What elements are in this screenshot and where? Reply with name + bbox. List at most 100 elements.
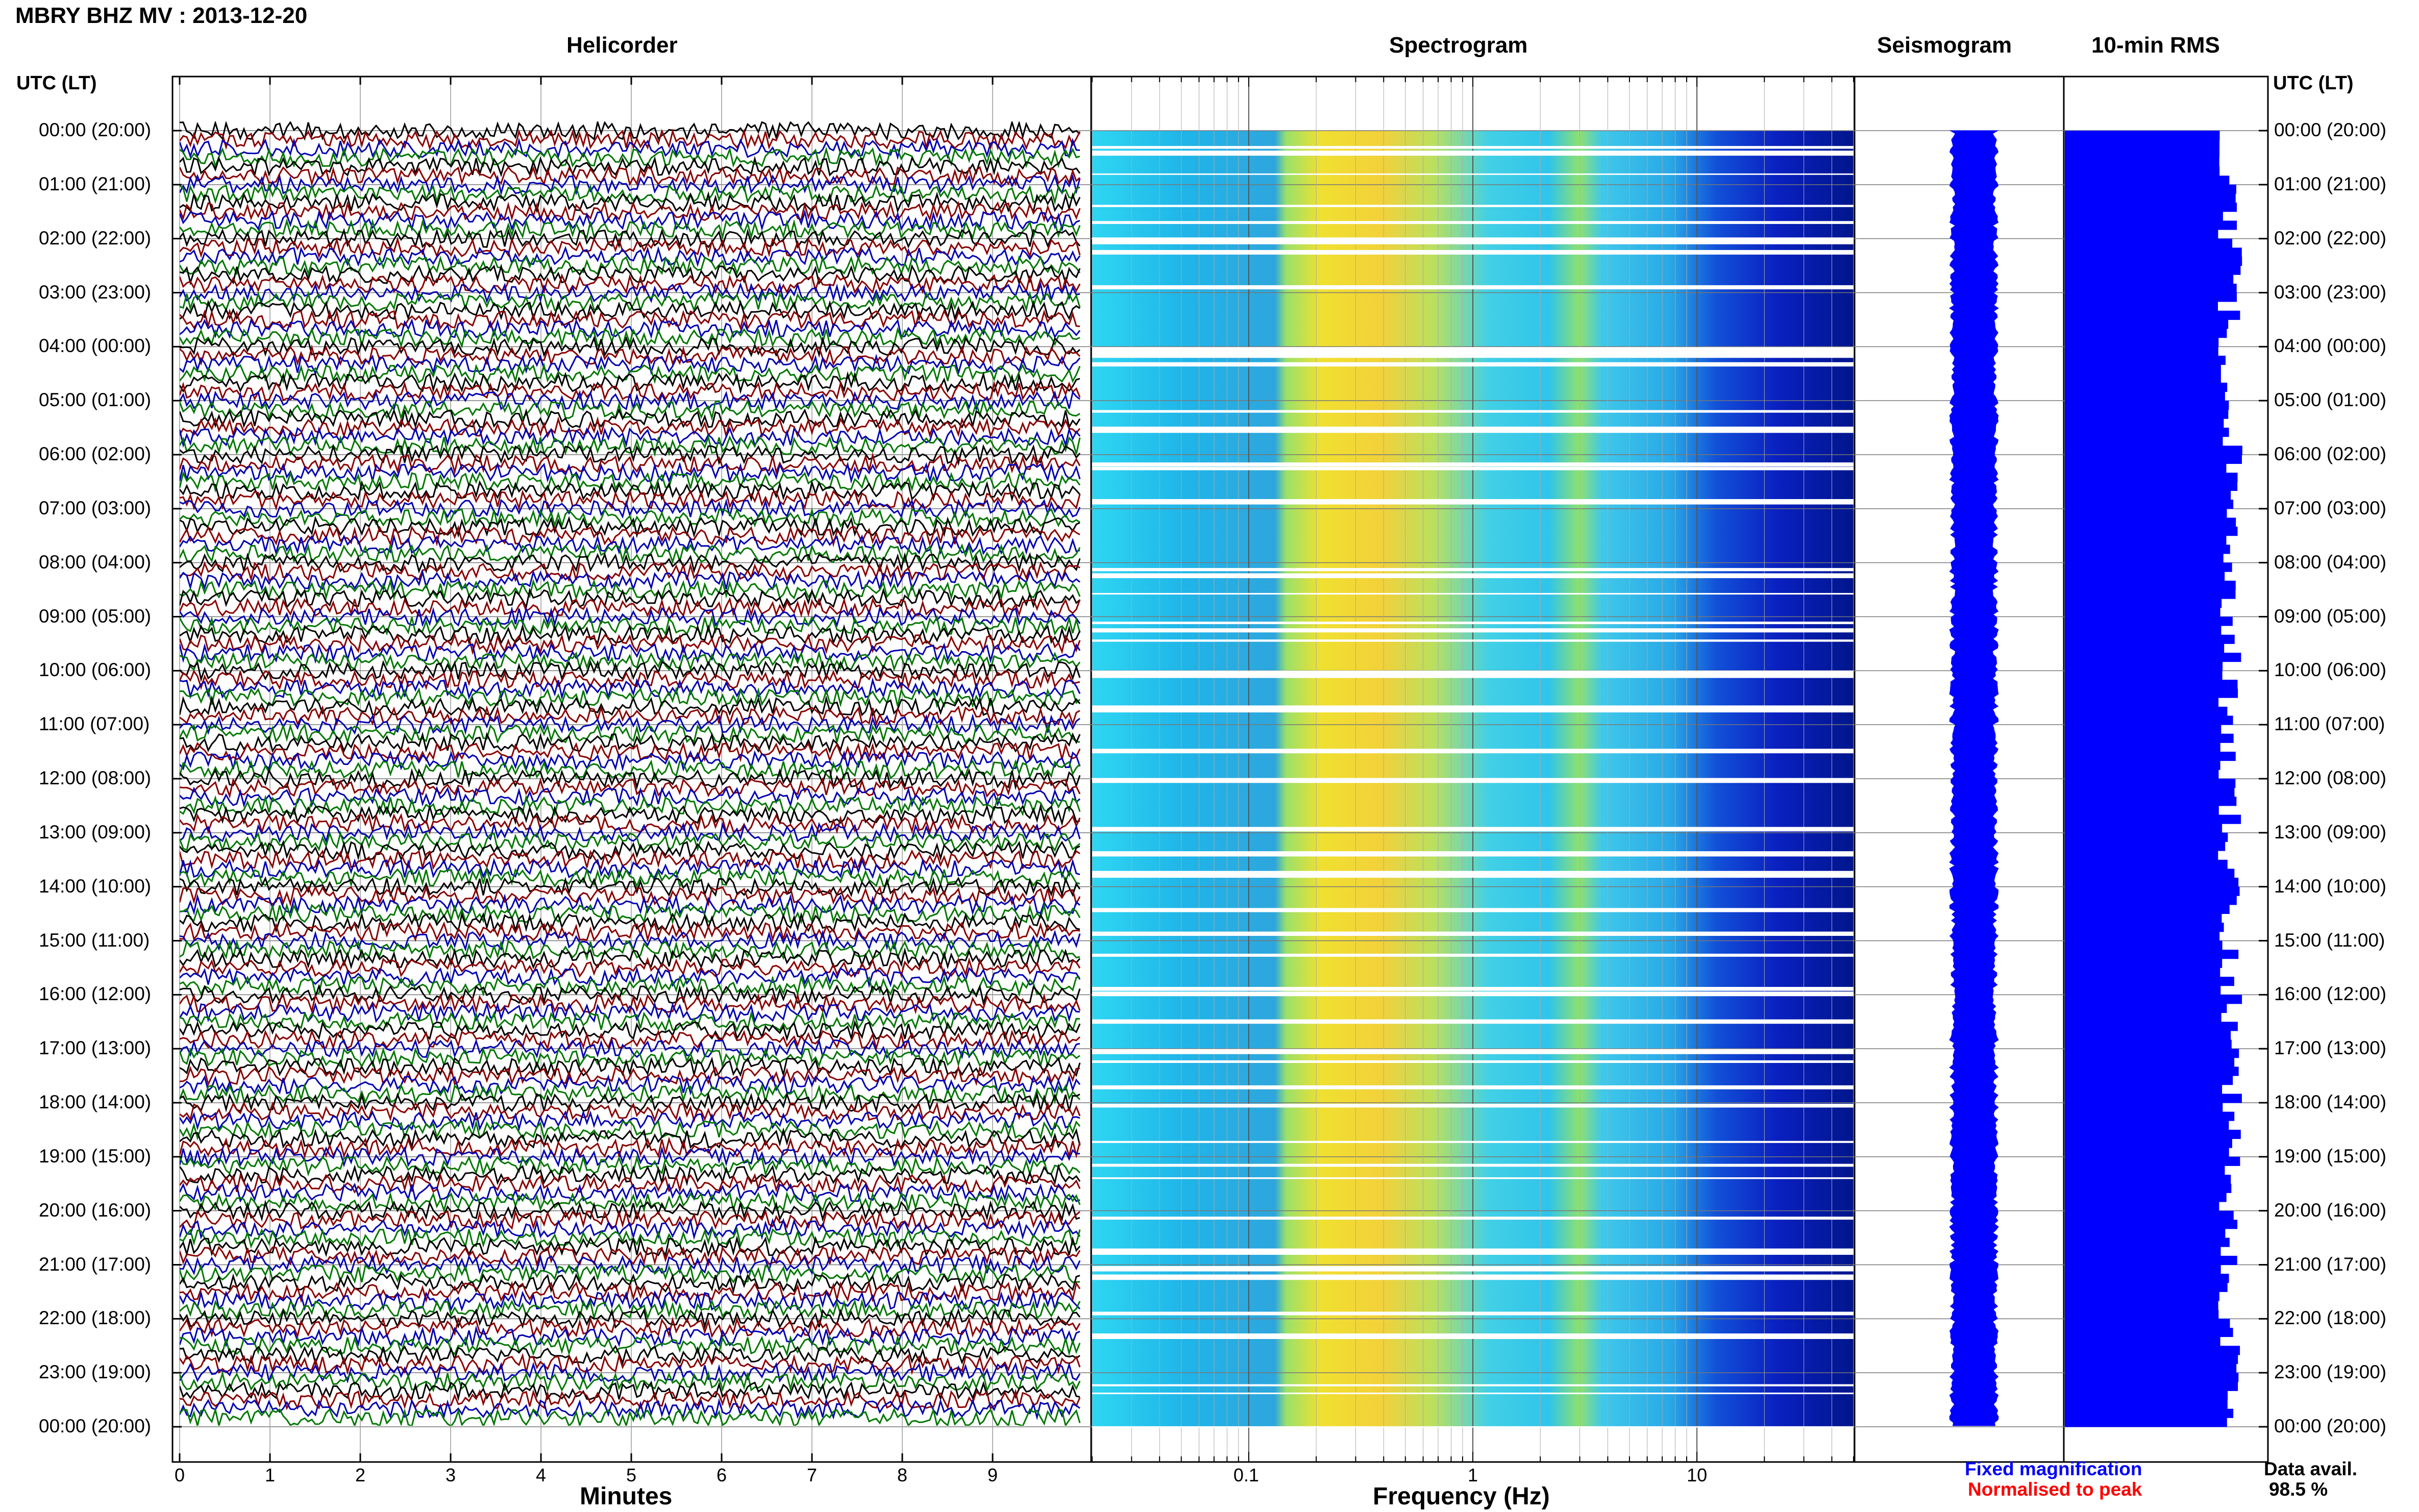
- rms-bar: [2065, 653, 2241, 662]
- spectrogram-gap: [1092, 851, 1854, 857]
- helicorder-trace-row: [180, 1263, 1080, 1285]
- rms-bar: [2065, 527, 2238, 536]
- time-tick-label: 06:00 (02:00): [39, 443, 152, 464]
- spectrogram-gap: [1092, 410, 1854, 413]
- rms-bar: [2065, 1336, 2220, 1346]
- time-tick-label: 08:00 (04:00): [2274, 551, 2387, 573]
- rms-bar: [2065, 1309, 2219, 1319]
- spectrogram-gap: [1092, 221, 1854, 224]
- rms-bar: [2065, 1111, 2235, 1121]
- helicorder-trace-row: [180, 876, 1081, 898]
- rms-bar: [2065, 814, 2241, 824]
- rms-bar: [2065, 958, 2223, 968]
- time-tick-label: 18:00 (14:00): [39, 1092, 152, 1112]
- rms-bar: [2065, 715, 2233, 725]
- rms-bar: [2065, 1220, 2238, 1229]
- rms-bar: [2065, 985, 2221, 995]
- time-tick-label: 00:00 (20:00): [2274, 119, 2387, 140]
- rms-bar: [2065, 374, 2221, 383]
- rms-bar: [2065, 265, 2241, 275]
- helicorder-trace-row: [180, 461, 1081, 484]
- seismogram-title: Seismogram: [1877, 33, 2012, 58]
- helicorder-trace-row: [180, 768, 1081, 790]
- helicorder-trace-row: [180, 759, 1081, 781]
- spectrogram-gap: [1092, 1248, 1854, 1253]
- time-tick-label: 23:00 (19:00): [39, 1361, 152, 1383]
- spectrogram-gap: [1092, 352, 1854, 358]
- helicorder-trace-row: [180, 750, 1081, 772]
- helicorder-trace-row: [180, 209, 1080, 232]
- rms-bar: [2065, 203, 2237, 212]
- spectrogram-x-tick-label: 1: [1468, 1465, 1478, 1485]
- legend-normalised-to-peak: Normalised to peak: [1968, 1479, 2142, 1500]
- helicorder-trace-row: [180, 1146, 1080, 1168]
- helicorder-trace-row: [180, 1227, 1081, 1249]
- spectrogram-gap: [1092, 987, 1854, 991]
- rms-bar: [2065, 500, 2234, 509]
- helicorder-trace-row: [180, 300, 1080, 321]
- rms-bar: [2065, 950, 2239, 959]
- rms-bar: [2065, 1391, 2228, 1400]
- helicorder-trace-row: [180, 525, 1080, 548]
- helicorder-trace-row: [180, 849, 1080, 870]
- rms-bar: [2065, 1012, 2221, 1022]
- rms-bar: [2065, 1265, 2221, 1274]
- rms-bar: [2065, 896, 2237, 905]
- helicorder-x-tick-label: 7: [807, 1465, 818, 1485]
- spectrogram-gap: [1092, 1311, 1854, 1316]
- rms-bar: [2065, 1255, 2237, 1265]
- helicorder-trace-row: [180, 740, 1081, 763]
- spectrogram-gap: [1092, 1384, 1854, 1386]
- rms-bar: [2065, 1039, 2232, 1049]
- helicorder-trace-row: [180, 228, 1081, 250]
- helicorder-trace-row: [180, 1073, 1081, 1096]
- rms-bar: [2065, 940, 2223, 950]
- time-tick-label: 13:00 (09:00): [39, 821, 152, 842]
- rms-bar: [2065, 643, 2225, 653]
- helicorder-trace-row: [180, 1235, 1081, 1258]
- time-tick-label: 07:00 (03:00): [39, 497, 152, 518]
- rms-bar: [2065, 193, 2236, 203]
- rms-bar: [2065, 661, 2223, 671]
- time-tick-label: 10:00 (06:00): [2274, 659, 2387, 681]
- rms-bar: [2065, 1381, 2238, 1391]
- rms-bar: [2065, 1094, 2242, 1103]
- helicorder-trace-row: [180, 713, 1080, 735]
- helicorder-trace-row: [180, 686, 1081, 709]
- spectrogram-gap: [1092, 827, 1854, 832]
- rms-bar: [2065, 1193, 2227, 1202]
- helicorder-trace-row: [180, 191, 1081, 214]
- helicorder-trace-row: [180, 165, 1080, 187]
- spectrogram-gap: [1092, 953, 1854, 957]
- rms-bar: [2065, 1138, 2232, 1148]
- helicorder-trace-row: [180, 426, 1081, 448]
- time-tick-label: 00:00 (20:00): [2274, 1416, 2387, 1436]
- helicorder-trace-row: [180, 660, 1081, 682]
- rms-bar: [2065, 634, 2235, 644]
- helicorder-trace-row: [180, 399, 1080, 422]
- rms-bar: [2065, 1346, 2240, 1355]
- spectrogram-data-gaps: [1092, 146, 1854, 1428]
- helicorder-trace-row: [180, 623, 1081, 646]
- rms-bar: [2065, 1084, 2223, 1094]
- time-tick-label: 23:00 (19:00): [2274, 1361, 2387, 1383]
- time-tick-label: 22:00 (18:00): [39, 1307, 152, 1329]
- helicorder-x-tick-label: 3: [446, 1465, 456, 1485]
- helicorder-trace-row: [180, 137, 1080, 160]
- time-tick-label: 11:00 (07:00): [39, 713, 150, 735]
- spectrogram-gap: [1092, 237, 1854, 240]
- helicorder-trace-row: [180, 156, 1081, 178]
- rms-bar: [2065, 616, 2233, 626]
- spectrogram-gap: [1092, 708, 1854, 713]
- rms-bar: [2065, 275, 2234, 284]
- time-tick-label: 08:00 (04:00): [39, 551, 152, 573]
- spectrogram-gap: [1092, 568, 1854, 572]
- helicorder-trace-row: [180, 218, 1081, 240]
- spectrogram-gap: [1092, 1141, 1854, 1143]
- rms-bar: [2065, 832, 2228, 842]
- helicorder-trace-row: [180, 1191, 1081, 1213]
- helicorder-trace-row: [180, 281, 1080, 304]
- rms-bar: [2065, 1274, 2229, 1283]
- helicorder-x-tick-label: 8: [897, 1465, 908, 1485]
